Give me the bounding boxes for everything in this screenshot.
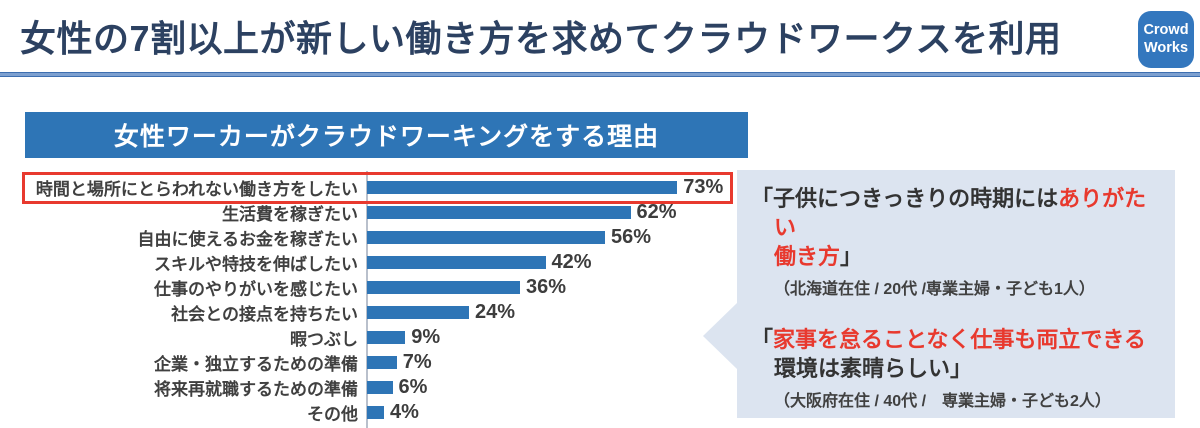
bar-category-label: スキルや特技を伸ばしたい [154,255,358,274]
bar-value-label: 6% [398,376,428,398]
bar [367,181,678,194]
bar [367,256,546,269]
quote-1-text: 「子供につきっきりの時期にはありがたい 働き方」 [751,184,1163,271]
quote-segment: 「 [751,327,774,353]
bar [367,206,631,219]
chart-row: その他 4% [0,400,735,425]
chart-row: 暇つぶし 9% [0,325,735,350]
bar [367,306,469,319]
quote-segment-red: 家事を怠ることなく仕事も両立できる [773,327,1146,353]
chart-row: 仕事のやりがいを感じたい 36% [0,275,735,300]
bar [367,281,520,294]
bar-category-label: 生活費を稼ぎたい [222,205,358,224]
bar-category-label: 仕事のやりがいを感じたい [154,280,358,299]
quote-block-1: 「子供につきっきりの時期にはありがたい 働き方」 （北海道在住 / 20代 /専… [751,184,1163,299]
quote-segment-red: ありがたい [774,186,1147,241]
quote-1-attribution: （北海道在住 / 20代 /専業主婦・子ども1人） [774,281,1095,299]
quote-block-2: 「家事を怠ることなく仕事も両立できる 環境は素晴らしい」 （大阪府在住 / 40… [751,325,1163,411]
bar-value-label: 7% [402,351,432,373]
bar-value-label: 56% [611,226,652,248]
quote-panel: 「子供につきっきりの時期にはありがたい 働き方」 （北海道在住 / 20代 /専… [737,170,1175,418]
bar-category-label: 時間と場所にとらわれない働き方をしたい [35,180,358,199]
quote-segment: 」 [840,244,863,270]
quote-segment: 」 [950,356,973,382]
chart-row: スキルや特技を伸ばしたい 42% [0,250,735,275]
quote-segment-red: 働き方 [774,244,841,270]
bar-value-label: 62% [636,201,677,223]
chart-row: 社会との接点を持ちたい 24% [0,300,735,325]
bar-category-label: 社会との接点を持ちたい [171,305,358,324]
bar-category-label: 将来再就職するための準備 [154,380,358,399]
bar-category-label: 企業・独立するための準備 [154,355,358,374]
logo-text-line2: Works [1143,39,1189,56]
bar [367,356,397,369]
bar [367,381,393,394]
bar [367,231,605,244]
bar-rows: 時間と場所にとらわれない働き方をしたい 73% 生活費を稼ぎたい 62% 自由に使えるお… [0,175,735,425]
chart-row: 企業・独立するための準備 7% [0,350,735,375]
highlight-box [22,172,733,204]
bar-category-label: 自由に使えるお金を稼ぎたい [137,230,359,249]
chart-row: 生活費を稼ぎたい 62% [0,200,735,225]
crowdworks-logo: Crowd Works [1138,11,1194,68]
bar-value-label: 42% [551,251,592,273]
quote-segment: 子供につきっきりの時期には [773,186,1059,211]
quote-segment: 「 [751,186,774,211]
bar [367,331,406,344]
bar-category-label: 暇つぶし [290,330,358,349]
bar-value-label: 24% [475,301,516,323]
chart-row: 自由に使えるお金を稼ぎたい 56% [0,225,735,250]
chart-row: 時間と場所にとらわれない働き方をしたい 73% [0,175,735,200]
bar [367,406,384,419]
page-title: 女性の7割以上が新しい働き方を求めてクラウドワークスを利用 [20,18,1062,59]
bar-value-label: 9% [411,326,441,348]
logo-text-line1: Crowd [1143,22,1189,39]
title-divider [0,72,1200,77]
bar-category-label: その他 [307,405,358,424]
speech-bubble-tail [703,303,737,369]
bar-value-label: 36% [526,276,567,298]
quote-2-attribution: （大阪府在住 / 40代 / 専業主婦・子ども2人） [774,393,1111,411]
bar-value-label: 4% [390,401,419,423]
chart-title: 女性ワーカーがクラウドワーキングをする理由 [25,112,748,158]
bar-value-label: 73% [683,176,724,198]
chart-row: 将来再就職するための準備 6% [0,375,735,400]
quote-2-text: 「家事を怠ることなく仕事も両立できる 環境は素晴らしい」 [751,325,1163,383]
quote-segment: 環境は素晴らしい [774,356,951,382]
chart-axis-line [366,171,368,428]
